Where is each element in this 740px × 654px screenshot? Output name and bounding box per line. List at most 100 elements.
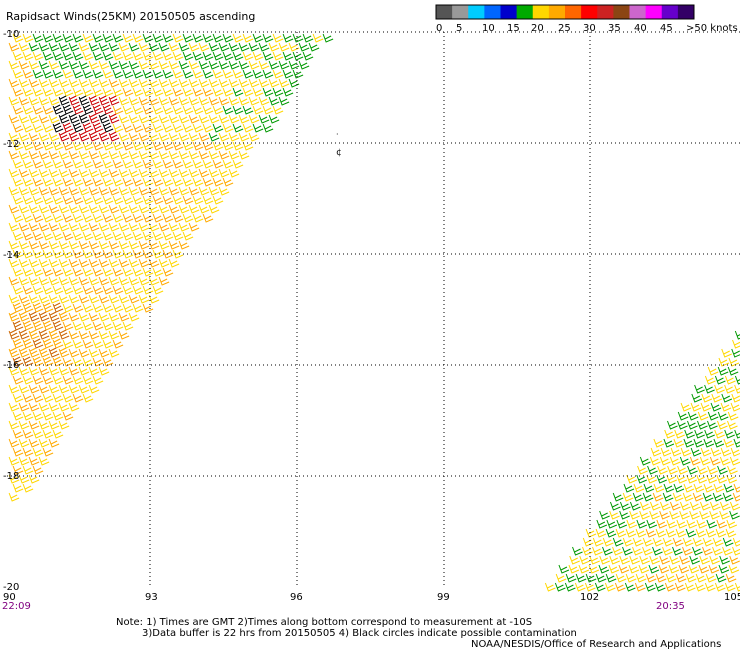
wind-barb: [662, 492, 674, 502]
wind-barb: [52, 33, 64, 43]
wind-barb: [686, 474, 697, 484]
wind-barb: [132, 51, 144, 61]
wind-barb: [68, 131, 80, 142]
wind-barb: [42, 87, 54, 97]
wind-barb: [633, 483, 645, 493]
wind-barb: [42, 356, 54, 367]
wind-barb: [12, 159, 24, 169]
wind-barb: [192, 69, 204, 79]
wind-barb: [162, 69, 174, 79]
wind-barb: [142, 195, 154, 205]
wind-barb: [92, 357, 104, 367]
wind-barb: [128, 132, 140, 142]
wind-barb: [32, 465, 44, 475]
wind-barb: [178, 78, 190, 88]
wind-barb: [108, 113, 120, 124]
wind-barb: [138, 240, 150, 250]
wind-barb: [582, 537, 594, 547]
wind-barb: [38, 329, 50, 340]
wind-barb: [606, 519, 618, 529]
wind-barb: [28, 186, 40, 196]
wind-barb: [108, 95, 120, 106]
wind-barb: [18, 240, 30, 250]
wind-barb: [52, 411, 64, 421]
wind-barb: [208, 96, 220, 106]
lon-label-90: 90: [3, 592, 16, 603]
wind-barb: [102, 285, 114, 295]
wind-barb: [704, 375, 716, 385]
wind-barb: [162, 267, 174, 277]
wind-barb: [22, 465, 34, 475]
wind-barb: [148, 276, 160, 286]
wind-barb: [298, 42, 310, 52]
wind-barb: [52, 122, 64, 133]
wind-barb: [52, 429, 64, 439]
wind-barb: [252, 87, 264, 97]
wind-barb: [132, 303, 144, 313]
wind-barb: [18, 294, 30, 304]
wind-barb: [148, 114, 160, 124]
wind-barb: [58, 131, 70, 142]
wind-barb: [202, 159, 214, 169]
wind-barb: [228, 114, 240, 124]
wind-barb: [242, 33, 254, 43]
wind-barb: [242, 141, 254, 151]
colorbar-swatch: [661, 5, 679, 19]
wind-barb: [42, 285, 54, 295]
wind-barb: [12, 177, 24, 187]
wind-barb: [72, 393, 84, 403]
wind-barb: [635, 528, 647, 538]
wind-barb: [82, 122, 94, 133]
wind-barb: [188, 132, 200, 142]
wind-barb: [677, 420, 688, 430]
wind-barb: [638, 564, 650, 574]
wind-barb: [42, 213, 54, 223]
wind-barb: [639, 456, 651, 466]
wind-barb: [128, 42, 140, 52]
wind-barb: [680, 447, 692, 457]
wind-barb: [102, 249, 114, 259]
wind-barb: [92, 213, 104, 223]
wind-barb: [122, 231, 134, 241]
wind-barb: [52, 231, 64, 241]
wind-barb: [28, 329, 40, 340]
wind-barb: [18, 150, 30, 160]
wind-barb: [693, 438, 705, 448]
wind-barb: [32, 213, 44, 223]
wind-barb: [58, 42, 70, 52]
wind-barb: [52, 302, 64, 313]
wind-barb: [599, 555, 610, 565]
wind-barb: [172, 141, 184, 151]
wind-barb: [278, 78, 290, 88]
wind-barb: [248, 132, 260, 142]
wind-barb: [152, 87, 164, 97]
wind-barb: [715, 528, 727, 538]
wind-barb: [646, 474, 657, 484]
wind-barb: [52, 87, 64, 97]
wind-barb: [712, 546, 723, 556]
wind-barb: [188, 186, 200, 196]
wind-barb: [68, 42, 80, 52]
wind-barb: [142, 123, 154, 133]
wind-barb: [82, 51, 94, 61]
wind-barb: [644, 582, 656, 592]
wind-barb: [68, 258, 80, 268]
colorbar-swatch: [436, 5, 453, 19]
wind-barb: [8, 420, 20, 430]
wind-barb: [78, 240, 90, 250]
wind-barb: [62, 393, 74, 403]
wind-barb: [18, 347, 30, 358]
wind-barb: [88, 348, 100, 358]
wind-barb: [218, 114, 230, 124]
wind-barb: [222, 69, 234, 79]
wind-barb: [128, 276, 140, 286]
wind-barb: [222, 105, 234, 115]
wind-barb: [38, 96, 50, 106]
wind-barb: [148, 168, 160, 178]
wind-barb: [78, 78, 90, 88]
wind-barb: [18, 42, 30, 52]
wind-barb: [178, 186, 190, 196]
wind-barb: [202, 87, 214, 97]
wind-barb: [158, 42, 170, 52]
wind-barb: [248, 96, 260, 106]
